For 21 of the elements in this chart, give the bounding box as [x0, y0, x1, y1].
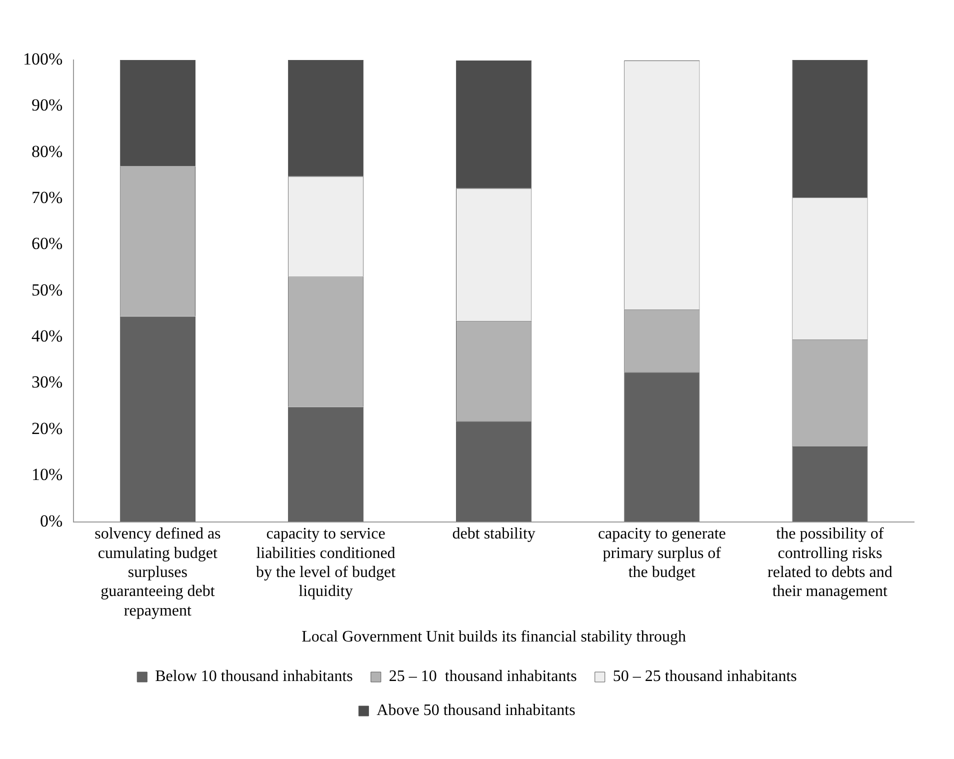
x-tick-label: capacity to generate primary surplus of the budget — [598, 526, 726, 582]
y-tick-label: 90% — [31, 96, 63, 115]
legend-label: 50 – 25 thousand inhabitants — [612, 668, 797, 686]
x-tick-label: solvency defined as cumulating budget surpluses guaranteeing debt repayment — [94, 526, 221, 620]
x-tick-label: debt stability — [452, 526, 536, 543]
y-tick-label: 70% — [31, 188, 63, 208]
y-tick-label: 40% — [31, 326, 63, 346]
x-tick-label: the possibility of controlling risks related to debts and their management — [768, 526, 892, 600]
y-tick-label: 100% — [22, 49, 63, 68]
y-tick-label: 80% — [31, 142, 63, 161]
y-tick-label: 30% — [31, 372, 63, 392]
y-tick-label: 10% — [31, 465, 63, 484]
x-axis-title: Local Government Unit builds its financial stability through — [302, 628, 686, 646]
legend-label: Above 50 thousand inhabitants — [376, 702, 576, 720]
y-tick-label: 20% — [31, 418, 63, 438]
x-tick-label: capacity to service liabilities conditioned by the level of budget liquidity — [256, 526, 396, 600]
legend-label: Below 10 thousand inhabitants — [155, 668, 353, 686]
y-tick-label: 0% — [40, 511, 63, 530]
y-tick-label: 50% — [31, 280, 63, 300]
legend-label: 25 – 10 thousand inhabitants — [388, 668, 577, 686]
y-tick-label: 60% — [31, 234, 63, 254]
